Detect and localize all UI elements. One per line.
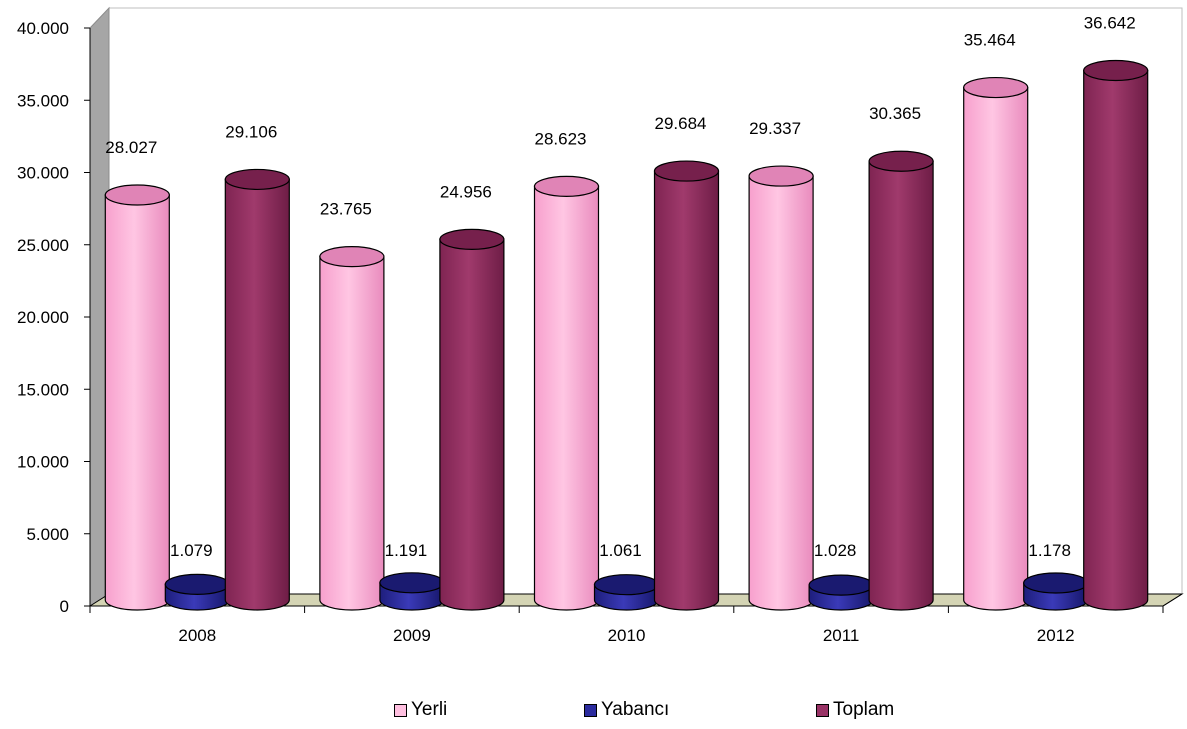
bar-top	[379, 572, 445, 594]
y-tick-label: 15.000	[17, 380, 69, 399]
data-label-yerli: 29.337	[749, 119, 801, 138]
bar-body	[319, 255, 385, 611]
bar-body	[533, 185, 600, 611]
bar-body	[104, 194, 170, 611]
data-label-yabanci: 1.061	[599, 541, 642, 560]
bar-toplam-2008	[224, 168, 290, 611]
data-label-yerli: 28.027	[105, 138, 157, 157]
bar-top	[868, 150, 934, 172]
y-tick-label: 5.000	[26, 525, 69, 544]
x-tick-label: 2009	[393, 626, 431, 645]
data-label-yerli: 28.623	[535, 129, 587, 148]
bar-top	[104, 184, 170, 206]
bar-body	[224, 178, 290, 611]
bar-yerli-2009	[319, 245, 385, 611]
y-tick-label: 10.000	[17, 453, 69, 472]
data-label-yabanci: 1.178	[1028, 541, 1071, 560]
data-label-yerli: 35.464	[964, 31, 1016, 50]
legend-swatch-yerli	[394, 703, 407, 717]
legend-item-toplam: Toplam	[816, 699, 894, 721]
bar-top	[653, 160, 720, 182]
data-label-toplam: 24.956	[440, 182, 492, 201]
data-label-yabanci: 1.079	[170, 541, 213, 560]
bar-body	[653, 170, 720, 611]
legend-swatch-toplam	[816, 703, 829, 717]
bar-top	[808, 574, 874, 596]
legend-item-yabanci: Yabancı	[584, 699, 669, 721]
bar-top	[439, 228, 505, 250]
legend-item-yerli: Yerli	[394, 699, 447, 721]
x-tick-label: 2008	[178, 626, 216, 645]
bars	[104, 59, 1149, 611]
bar-body	[439, 238, 505, 611]
y-tick-label: 25.000	[17, 236, 69, 255]
data-labels: 28.027 23.765 28.623 29.337 35.464 1.079 1.191…	[105, 14, 1135, 560]
bar-yerli-2008	[104, 184, 170, 611]
bar-top	[1083, 59, 1149, 82]
y-tick-label: 0	[60, 597, 69, 616]
data-label-toplam: 36.642	[1084, 14, 1136, 33]
bar-yerli-2012	[963, 76, 1029, 611]
legend-swatch-yabanci	[584, 703, 597, 717]
legend-label-toplam: Toplam	[833, 699, 895, 720]
x-axis-end	[1162, 593, 1183, 607]
axes: 0 5.000 10.000 15.000 20.000 25.000 30.000 35.0…	[17, 19, 1183, 645]
bar-top	[593, 574, 660, 596]
bar-yabanci-2012	[1023, 572, 1089, 611]
bar-body	[868, 160, 934, 611]
legend: Yerli Yabancı Toplam	[394, 699, 954, 725]
bar-top	[319, 245, 385, 268]
bar-yabanci-2011	[808, 574, 874, 611]
bar-top	[1023, 572, 1089, 594]
y-tick-label: 35.000	[17, 91, 69, 110]
bar-body	[963, 86, 1029, 611]
bar-toplam-2009	[439, 228, 505, 611]
data-label-toplam: 29.684	[655, 114, 707, 133]
bar-body	[748, 175, 814, 611]
legend-label-yerli: Yerli	[411, 699, 448, 720]
x-tick-label: 2011	[823, 626, 860, 645]
x-tick-label: 2012	[1037, 626, 1075, 645]
bar-toplam-2011	[868, 150, 934, 611]
data-label-yerli: 23.765	[320, 200, 372, 219]
y-tick-label: 40.000	[17, 19, 69, 38]
bar-yabanci-2008	[164, 573, 230, 611]
x-tick-label: 2010	[608, 626, 646, 645]
data-label-toplam: 29.106	[225, 122, 277, 141]
bar-yabanci-2010	[593, 574, 660, 611]
bar-yerli-2011	[748, 165, 814, 611]
data-label-yabanci: 1.028	[814, 541, 857, 560]
bar-top	[748, 165, 814, 187]
bar-toplam-2012	[1083, 59, 1149, 611]
bar-yabanci-2009	[379, 572, 445, 611]
y-tick-label: 30.000	[17, 164, 69, 183]
bar-top	[224, 168, 290, 191]
bar-body	[1083, 69, 1149, 611]
bar-top	[164, 573, 230, 596]
legend-label-yabanci: Yabancı	[601, 699, 670, 720]
bar-toplam-2010	[653, 160, 720, 611]
data-label-toplam: 30.365	[869, 104, 921, 123]
bar-yerli-2010	[533, 175, 600, 611]
bar-top	[533, 175, 600, 197]
bar-top	[963, 76, 1029, 99]
data-label-yabanci: 1.191	[385, 541, 428, 560]
y-tick-label: 20.000	[17, 308, 69, 327]
